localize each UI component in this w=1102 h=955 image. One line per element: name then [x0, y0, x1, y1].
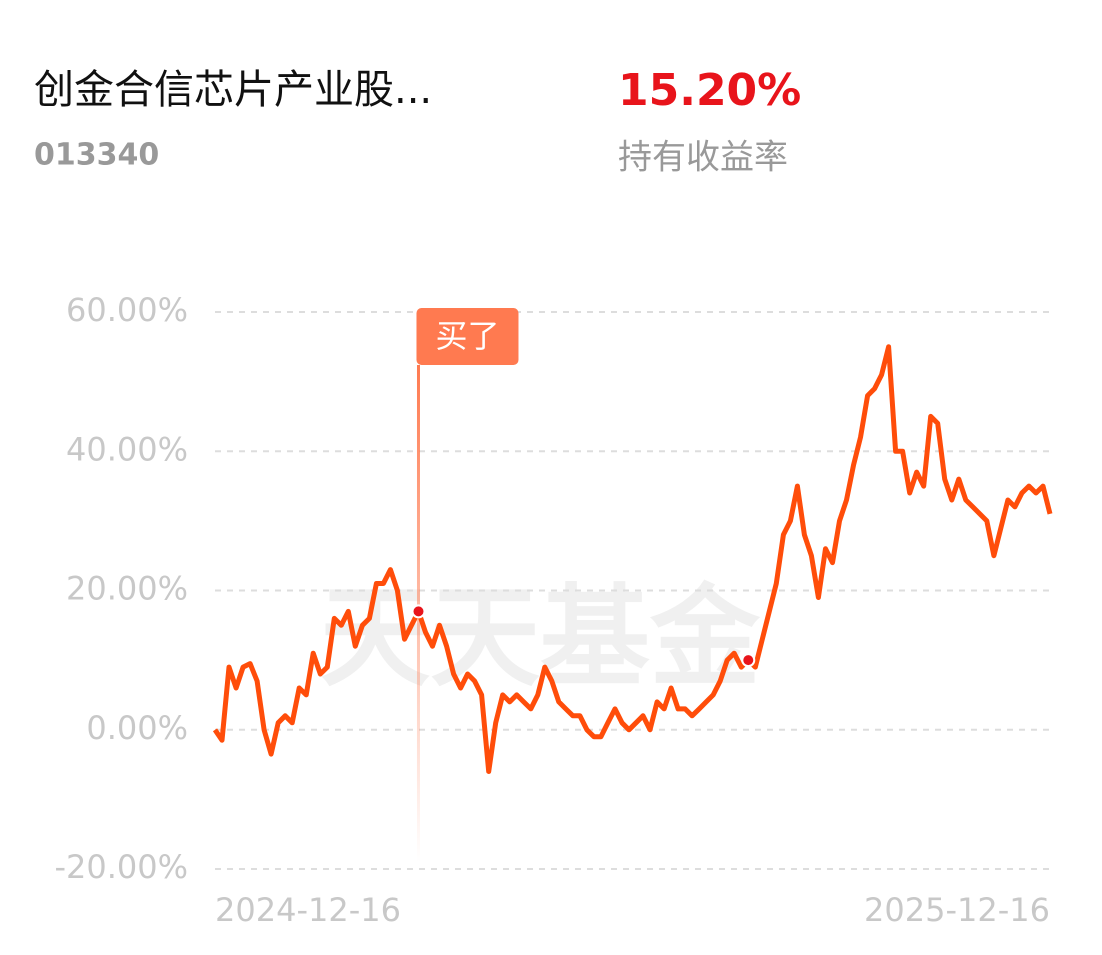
fund-code: 013340 [34, 138, 159, 173]
fund-title: 创金合信芯片产业股... [34, 67, 432, 113]
return-label: 持有收益率 [618, 138, 788, 178]
y-tick-label: 0.00% [86, 709, 188, 747]
buy-tag-label: 买了 [435, 317, 499, 355]
y-tick-label: 20.00% [66, 570, 188, 608]
buy-tag [416, 308, 519, 365]
y-tick-label: -20.00% [54, 848, 188, 886]
trade-dot [411, 604, 426, 619]
y-tick-label: 60.00% [66, 291, 188, 329]
y-tick-label: 40.00% [66, 430, 188, 468]
line [212, 344, 1053, 774]
x-tick-label: 2025-12-16 [864, 891, 1050, 929]
x-tick-label: 2024-12-16 [215, 891, 401, 929]
trade-dot [741, 653, 756, 668]
return-value: 15.20% [618, 65, 801, 116]
